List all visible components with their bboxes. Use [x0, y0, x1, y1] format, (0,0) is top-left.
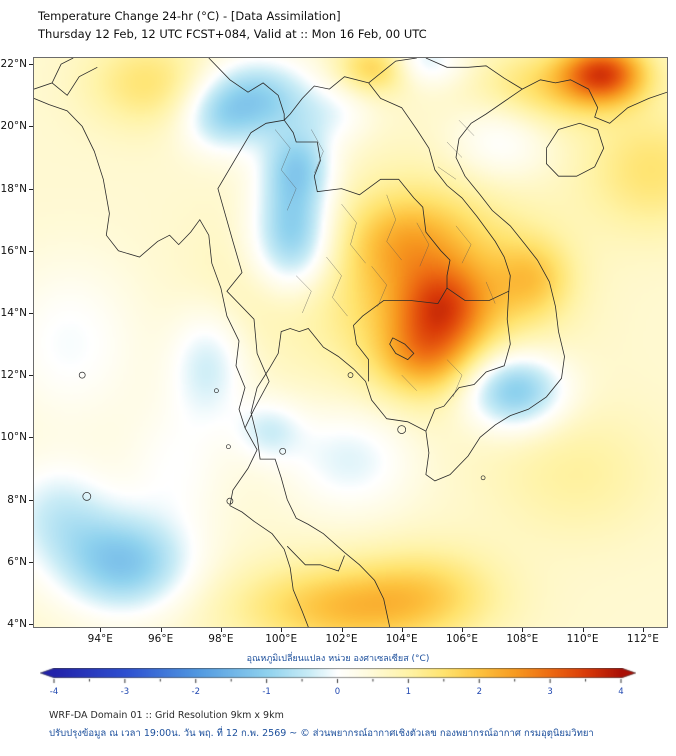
- x-axis-tick-label: 98°E: [208, 633, 234, 645]
- colorbar-tick-label: 3: [547, 687, 553, 697]
- y-axis-tick: [29, 499, 33, 501]
- colorbar-tick-label: 0: [334, 687, 341, 697]
- chart-subtitle: Thursday 12 Feb, 12 UTC FCST+084, Valid …: [38, 27, 427, 41]
- x-axis-tick: [220, 628, 222, 632]
- island-outline: [226, 444, 231, 450]
- colorbar-tick-label: 2: [476, 687, 483, 697]
- y-axis-tick-label: 8°N: [7, 493, 27, 506]
- x-axis-tick-label: 102°E: [325, 633, 358, 645]
- y-axis-tick-label: 6°N: [7, 555, 27, 568]
- y-axis-tick: [29, 126, 33, 128]
- y-axis-tick-label: 12°N: [0, 369, 27, 382]
- colorbar: [40, 668, 636, 685]
- x-axis-tick: [462, 628, 463, 632]
- y-axis-tick-label: 4°N: [7, 617, 27, 630]
- x-axis-tick: [401, 628, 403, 632]
- island-outline: [279, 447, 287, 455]
- y-axis-tick-label: 20°N: [0, 120, 27, 133]
- map-boundaries-overlay: [34, 58, 667, 627]
- x-axis-tick: [582, 628, 584, 632]
- colorbar-tick-label: -4: [49, 687, 59, 697]
- x-axis-tick-label: 108°E: [506, 633, 539, 645]
- province-borders: [274, 120, 496, 397]
- island-outline: [226, 497, 234, 505]
- y-axis-tick-label: 16°N: [0, 244, 27, 257]
- island-outline: [78, 371, 86, 379]
- colorbar-tick-label: -3: [120, 687, 130, 697]
- x-axis-tick: [281, 628, 283, 632]
- x-axis-tick: [341, 628, 343, 632]
- y-axis-tick-label: 10°N: [0, 431, 27, 444]
- colorbar-tick-label: 4: [618, 687, 624, 697]
- x-axis-tick: [160, 628, 162, 632]
- y-axis-tick-label: 18°N: [0, 182, 27, 195]
- x-axis-tick-label: 112°E: [626, 633, 659, 645]
- colorbar-tick-label: -2: [191, 687, 201, 697]
- y-axis-tick: [29, 250, 33, 252]
- y-axis-tick: [29, 64, 33, 66]
- x-axis-tick-label: 100°E: [265, 633, 298, 645]
- colorbar-label: อุณหภูมิเปลี่ยนแปลง หน่วย องศาเซลเซียส (…: [246, 654, 430, 664]
- coastline-and-country-borders: [34, 58, 667, 627]
- x-axis-tick: [100, 628, 102, 632]
- x-axis-tick-label: 106°E: [446, 633, 478, 645]
- colorbar-tick-label: 1: [405, 687, 412, 697]
- island-outline: [397, 425, 407, 434]
- y-axis-tick: [29, 623, 33, 625]
- x-axis-tick-label: 96°E: [147, 633, 174, 645]
- chart-title: Temperature Change 24-hr (°C) - [Data As…: [38, 9, 341, 23]
- island-outline: [480, 475, 486, 481]
- footer-update-info: ปรับปรุงข้อมูล ณ เวลา 19:00น. วัน พฤ. ที…: [49, 728, 594, 739]
- x-axis-tick-label: 104°E: [385, 633, 418, 645]
- island-outline: [82, 492, 92, 501]
- y-axis-tick: [29, 437, 33, 439]
- x-axis-tick: [522, 628, 524, 632]
- y-axis-tick: [29, 188, 33, 190]
- y-axis-tick: [29, 561, 33, 563]
- y-axis-tick: [29, 313, 33, 314]
- x-axis-tick-label: 110°E: [566, 633, 599, 645]
- island-outline: [347, 372, 354, 378]
- island-outline: [214, 388, 219, 394]
- x-axis-tick-label: 94°E: [87, 633, 113, 645]
- map-plot-area: [33, 57, 668, 628]
- x-axis-tick: [642, 628, 644, 632]
- footer-domain-info: WRF-DA Domain 01 :: Grid Resolution 9km …: [49, 710, 284, 721]
- y-axis-tick: [29, 375, 33, 377]
- y-axis-tick-label: 14°N: [0, 307, 27, 319]
- colorbar-tick-label: -1: [262, 687, 271, 697]
- y-axis-tick-label: 22°N: [0, 58, 27, 71]
